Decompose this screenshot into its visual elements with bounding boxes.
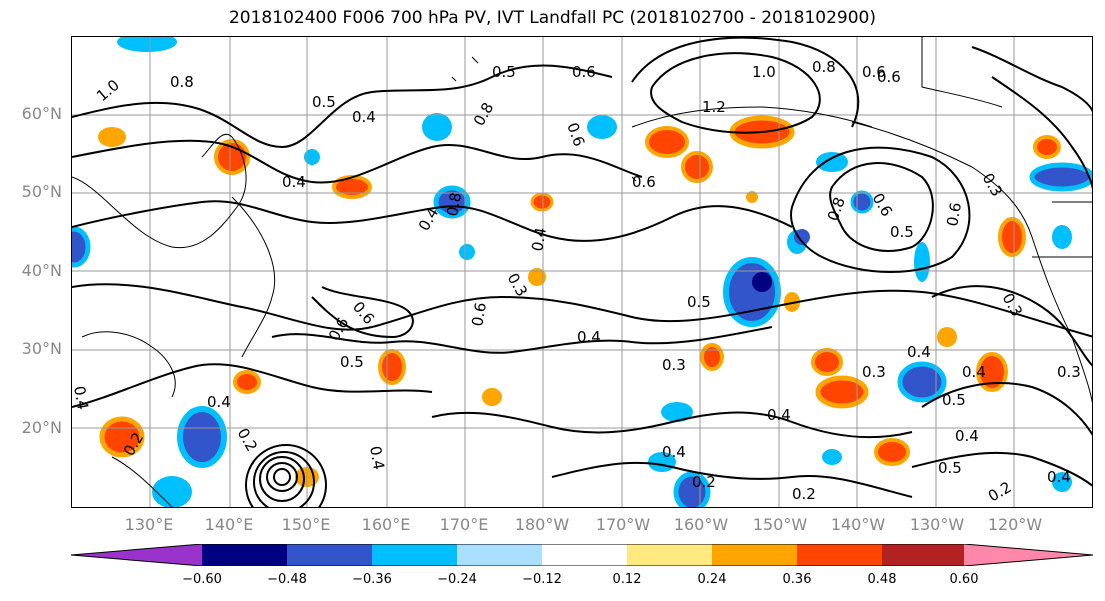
map-canvas: 0.8 1.0 0.5 0.4 0.6 0.5 0.6 0.8 1.2 0.8 … xyxy=(72,37,1092,507)
graticule xyxy=(72,37,1092,507)
contour-label: 0.4 xyxy=(352,108,376,126)
contour-label: 0.4 xyxy=(72,385,92,412)
contour-label: 0.6 xyxy=(862,63,886,81)
contour-label: 0.4 xyxy=(907,343,931,361)
contour-label: 0.2 xyxy=(234,425,262,455)
lon-label: 140°E xyxy=(204,515,254,534)
contour-label: 0.2 xyxy=(985,478,1015,506)
coastlines xyxy=(72,37,1092,507)
lon-label: 130°E xyxy=(124,515,174,534)
lon-label: 170°W xyxy=(595,515,651,534)
contour-label: 0.5 xyxy=(340,353,364,371)
colorbar-tick-label: 0.24 xyxy=(697,572,727,587)
contour-label: 0.6 xyxy=(943,201,965,228)
colorbar-segment xyxy=(797,544,882,566)
contour-label: 0.5 xyxy=(492,63,516,81)
contour-label: 0.6 xyxy=(468,301,490,328)
contour-label: 0.5 xyxy=(938,459,962,477)
colorbar-tick-label: 0.48 xyxy=(867,572,897,587)
lon-label: 170°E xyxy=(439,515,489,534)
contour-label: 0.5 xyxy=(312,93,336,111)
contour-label: 0.4 xyxy=(962,363,986,381)
pv-contours xyxy=(72,37,1092,498)
cyclone-contours xyxy=(245,444,327,507)
lat-label: 60°N xyxy=(21,104,62,123)
contour-label: 1.0 xyxy=(93,76,123,105)
colorbar-segment xyxy=(712,544,797,566)
contour-label: 0.6 xyxy=(572,63,596,81)
contour-label: 1.2 xyxy=(702,98,726,116)
contour-label: 0.4 xyxy=(955,427,979,445)
colorbar-extend-low xyxy=(71,544,202,566)
colorbar-tick-label: −0.60 xyxy=(182,572,222,587)
lon-label: 180°W xyxy=(514,515,570,534)
contour-label: 0.2 xyxy=(792,485,816,503)
contour-label: 0.6 xyxy=(563,120,588,149)
lat-label: 20°N xyxy=(21,418,62,437)
colorbar-tick-label: 0.36 xyxy=(782,572,812,587)
colorbar-tick-label: −0.36 xyxy=(352,572,392,587)
colorbar-tick-label: −0.12 xyxy=(522,572,562,587)
contour-label: 0.8 xyxy=(824,195,849,224)
contour-label: 0.4 xyxy=(207,393,231,411)
contour-label: 0.4 xyxy=(662,443,686,461)
lon-label: 130°W xyxy=(909,515,965,534)
contour-label: 0.3 xyxy=(504,270,532,300)
contour-label: 0.6 xyxy=(877,68,901,86)
lat-label: 50°N xyxy=(21,182,62,201)
contour-label: 0.5 xyxy=(890,223,914,241)
colorbar-extend-high xyxy=(964,544,1093,566)
contour-label: 0.4 xyxy=(282,173,306,191)
contour-label: 0.5 xyxy=(942,391,966,409)
pv-anomaly-shading xyxy=(72,37,1092,507)
lon-label: 160°E xyxy=(361,515,411,534)
contour-label: 0.4 xyxy=(1047,468,1071,486)
contour-label: 0.6 xyxy=(632,173,656,191)
colorbar-tick-label: 0.60 xyxy=(949,572,979,587)
contour-label: 0.3 xyxy=(1057,363,1081,381)
contour-label: 0.6 xyxy=(349,298,378,328)
contour-label: 0.4 xyxy=(366,445,388,472)
colorbar-tick-label: −0.48 xyxy=(267,572,307,587)
contour-label: 1.0 xyxy=(752,63,776,81)
contour-label: 0.4 xyxy=(577,328,601,346)
contour-label: 0.2 xyxy=(692,473,716,491)
colorbar xyxy=(71,544,1094,566)
contour-label: 0.4 xyxy=(528,226,550,253)
map-title: 2018102400 F006 700 hPa PV, IVT Landfall… xyxy=(228,8,876,28)
lon-label: 150°W xyxy=(752,515,808,534)
colorbar-tick-label: 0.12 xyxy=(612,572,642,587)
colorbar-segment xyxy=(287,544,372,566)
lon-label: 160°W xyxy=(673,515,729,534)
lat-label: 30°N xyxy=(21,339,62,358)
colorbar-segment xyxy=(542,544,627,566)
lat-label: 40°N xyxy=(21,261,62,280)
colorbar-segment xyxy=(372,544,457,566)
map-plot-area[interactable]: 0.8 1.0 0.5 0.4 0.6 0.5 0.6 0.8 1.2 0.8 … xyxy=(71,36,1093,508)
lon-label: 140°W xyxy=(830,515,886,534)
lon-label: 120°W xyxy=(987,515,1043,534)
contour-label: 0.3 xyxy=(662,356,686,374)
contour-label: 0.5 xyxy=(687,293,711,311)
contour-label: 0.6 xyxy=(869,190,897,220)
contour-label: 0.8 xyxy=(812,58,836,76)
contour-label: 0.3 xyxy=(862,363,886,381)
colorbar-segment xyxy=(882,544,964,566)
colorbar-segment xyxy=(202,544,287,566)
colorbar-segment xyxy=(457,544,542,566)
contour-label: 0.8 xyxy=(170,73,194,91)
lon-label: 150°E xyxy=(281,515,331,534)
contour-label: 0.4 xyxy=(767,406,791,424)
contour-label: 0.8 xyxy=(443,191,465,218)
colorbar-segment xyxy=(627,544,712,566)
contour-label: 0.8 xyxy=(470,99,498,129)
colorbar-tick-label: −0.24 xyxy=(437,572,477,587)
